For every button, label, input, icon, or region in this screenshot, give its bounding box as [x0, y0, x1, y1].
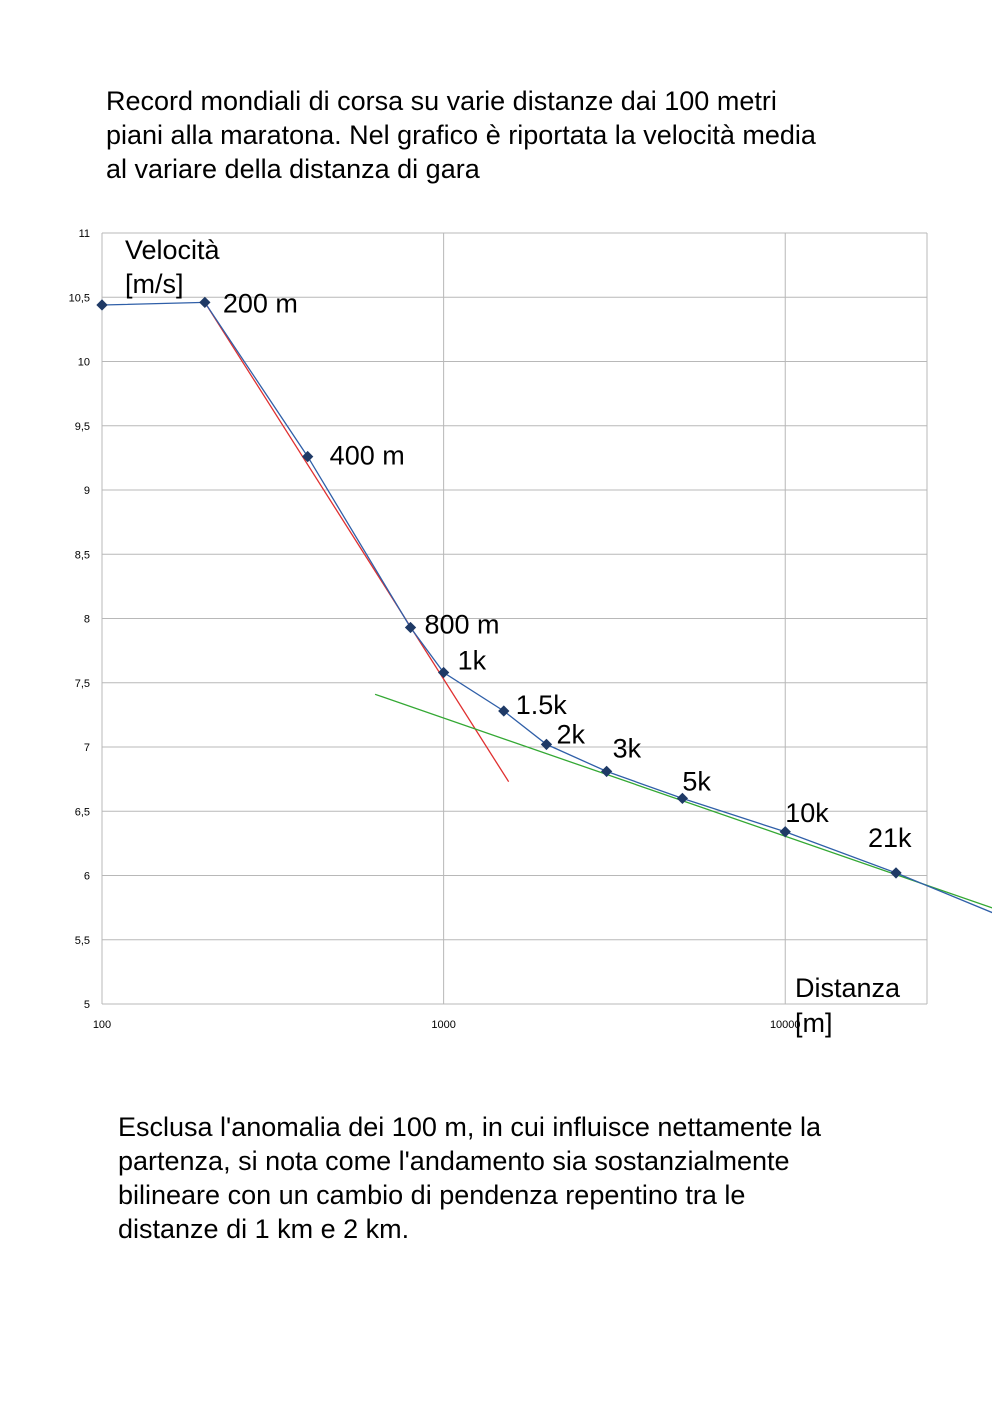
- y-tick-label: 7,5: [75, 678, 90, 690]
- y-tick-label: 6: [84, 871, 90, 883]
- data-point-marker: [96, 299, 108, 311]
- y-tick-label: 6,5: [75, 806, 90, 818]
- intro-line: piani alla maratona. Nel grafico è ripor…: [106, 120, 816, 150]
- y-tick-label: 10,5: [69, 292, 90, 304]
- y-tick-label: 11: [79, 228, 90, 240]
- data-point-marker: [498, 705, 510, 717]
- data-point-label: 3k: [613, 733, 642, 763]
- data-point-label: 400 m: [330, 441, 405, 471]
- y-axis-ticks: 5 5,5 6 6,5 7 7,5 8 8,5 9 9,5 10 10,5 11: [69, 228, 90, 1011]
- y-tick-label: 5,5: [75, 935, 90, 947]
- x-tick-label: 10000: [770, 1019, 801, 1031]
- data-point-label: 5k: [682, 766, 711, 796]
- conclusion-line: bilineare con un cambio di pendenza repe…: [118, 1180, 746, 1210]
- y-tick-label: 7: [84, 742, 90, 754]
- y-tick-label: 9,5: [75, 421, 90, 433]
- x-axis-title-line1: Distanza: [795, 973, 901, 1003]
- data-point-label: 1.5k: [516, 690, 568, 720]
- data-point-marker: [302, 450, 314, 463]
- conclusion-line: distanze di 1 km e 2 km.: [118, 1214, 410, 1244]
- data-point-label: 1k: [458, 645, 487, 675]
- series-layer: [101, 301, 992, 914]
- x-tick-label: 100: [93, 1019, 111, 1031]
- y-tick-label: 5: [84, 999, 90, 1011]
- x-axis-title-line2: [m]: [795, 1008, 833, 1038]
- data-point-marker: [437, 666, 450, 679]
- x-tick-label: 1000: [431, 1019, 455, 1031]
- x-axis-ticks: 100 1000 10000: [93, 1019, 801, 1031]
- intro-line: al variare della distanza di gara: [106, 154, 480, 184]
- data-point-marker: [540, 738, 553, 751]
- data-point-label: 800 m: [425, 609, 500, 639]
- conclusion-line: Esclusa l'anomalia dei 100 m, in cui inf…: [118, 1112, 822, 1142]
- data-point-label: 200 m: [223, 288, 298, 318]
- data-point-marker: [600, 765, 613, 778]
- trend-line-sprint: [204, 302, 510, 783]
- data-point-marker: [890, 867, 902, 879]
- y-tick-label: 9: [84, 485, 90, 497]
- data-point-label: 21k: [868, 823, 912, 853]
- y-tick-label: 10: [78, 357, 90, 369]
- y-tick-label: 8,5: [75, 549, 90, 561]
- y-axis-title-line2: [m/s]: [125, 269, 184, 299]
- speed-distance-chart: 5 5,5 6 6,5 7 7,5 8 8,5 9 9,5 10 10,5 11 100 1000 1000…: [69, 228, 992, 1038]
- data-point-label: 2k: [556, 719, 585, 749]
- data-point-marker: [199, 296, 211, 309]
- trend-lines: [204, 302, 992, 909]
- conclusion-line: partenza, si nota come l'andamento sia s…: [118, 1146, 790, 1176]
- speed-series-line: [101, 301, 992, 914]
- marker-layer: [96, 296, 902, 879]
- conclusion-text: Esclusa l'anomalia dei 100 m, in cui inf…: [118, 1110, 958, 1246]
- grid-layer: [101, 232, 928, 1005]
- intro-line: Record mondiali di corsa su varie distan…: [106, 86, 777, 116]
- y-tick-label: 8: [84, 614, 90, 626]
- data-point-label: 10k: [785, 798, 829, 828]
- data-point-marker: [404, 621, 417, 634]
- intro-text: Record mondiali di corsa su varie distan…: [106, 84, 936, 186]
- y-axis-title-line1: Velocità: [125, 235, 221, 265]
- data-point-marker: [779, 826, 791, 838]
- data-point-marker: [676, 792, 689, 805]
